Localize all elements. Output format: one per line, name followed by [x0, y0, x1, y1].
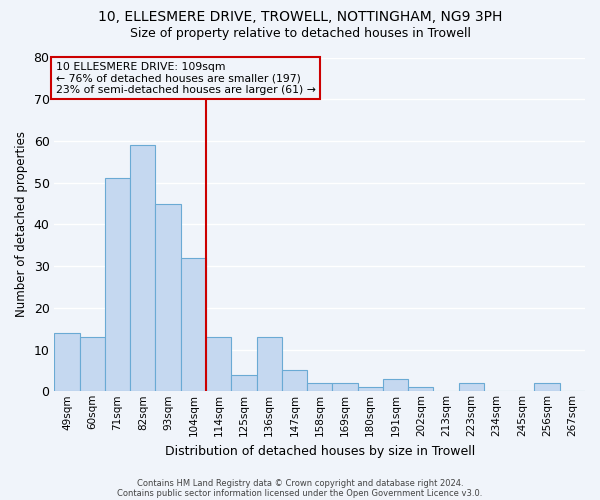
Bar: [130, 145, 155, 392]
Bar: [332, 383, 358, 392]
Bar: [383, 378, 408, 392]
Bar: [105, 178, 130, 392]
Text: 10 ELLESMERE DRIVE: 109sqm
← 76% of detached houses are smaller (197)
23% of sem: 10 ELLESMERE DRIVE: 109sqm ← 76% of deta…: [56, 62, 316, 95]
X-axis label: Distribution of detached houses by size in Trowell: Distribution of detached houses by size …: [164, 444, 475, 458]
Y-axis label: Number of detached properties: Number of detached properties: [15, 132, 28, 318]
Bar: [408, 387, 433, 392]
Bar: [358, 387, 383, 392]
Bar: [206, 337, 231, 392]
Text: Contains public sector information licensed under the Open Government Licence v3: Contains public sector information licen…: [118, 488, 482, 498]
Text: Contains HM Land Registry data © Crown copyright and database right 2024.: Contains HM Land Registry data © Crown c…: [137, 478, 463, 488]
Text: Size of property relative to detached houses in Trowell: Size of property relative to detached ho…: [130, 28, 470, 40]
Bar: [55, 333, 80, 392]
Bar: [257, 337, 282, 392]
Text: 10, ELLESMERE DRIVE, TROWELL, NOTTINGHAM, NG9 3PH: 10, ELLESMERE DRIVE, TROWELL, NOTTINGHAM…: [98, 10, 502, 24]
Bar: [282, 370, 307, 392]
Bar: [80, 337, 105, 392]
Bar: [155, 204, 181, 392]
Bar: [307, 383, 332, 392]
Bar: [535, 383, 560, 392]
Bar: [181, 258, 206, 392]
Bar: [231, 374, 257, 392]
Bar: [458, 383, 484, 392]
